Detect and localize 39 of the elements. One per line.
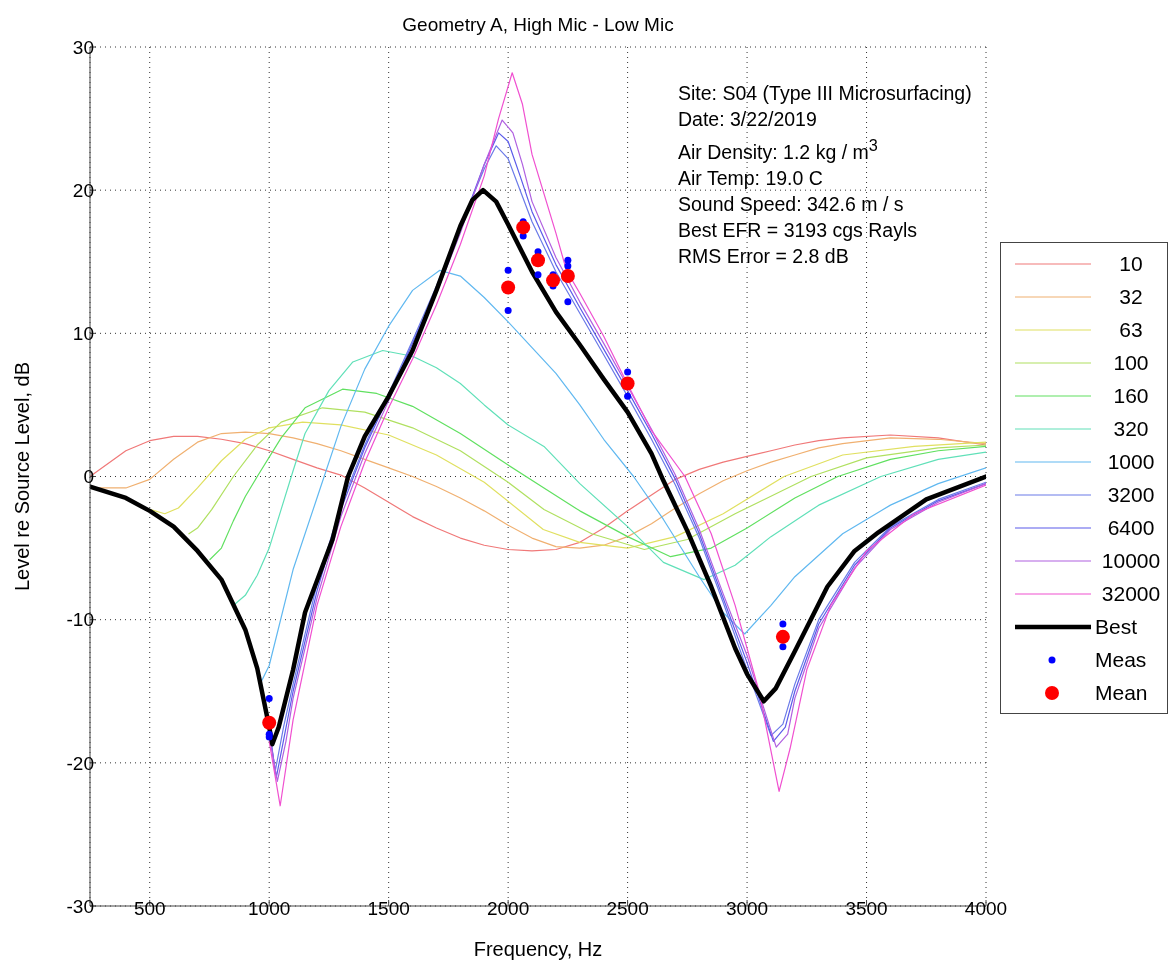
y-tick-label: -10 [66, 609, 94, 631]
legend-label: 10 [1118, 251, 1144, 276]
y-tick-label: 20 [72, 179, 94, 201]
annotation: Site: S04 (Type III Microsurfacing) [678, 81, 972, 106]
legend-label: Meas [1094, 647, 1148, 672]
chart-title: Geometry A, High Mic - Low Mic [401, 14, 675, 36]
x-tick-label: 500 [133, 898, 166, 920]
x-tick-label: 3500 [845, 898, 888, 920]
legend-label: 32 [1118, 284, 1144, 309]
x-tick-label: 1500 [367, 898, 410, 920]
legend-label: 6400 [1106, 515, 1156, 540]
legend-label: 3200 [1106, 482, 1156, 507]
y-axis-title: Level re Source Level, dB [11, 361, 34, 592]
legend-label: Best [1094, 614, 1139, 639]
x-tick-label: 2500 [606, 898, 649, 920]
x-tick-label: 4000 [964, 898, 1008, 920]
annotation: RMS Error = 2.8 dB [678, 243, 850, 269]
legend-label: 32000 [1100, 581, 1162, 606]
y-tick-label: 0 [83, 466, 94, 488]
legend-label: 160 [1112, 383, 1150, 408]
annotation: Date: 3/22/2019 [678, 107, 818, 132]
legend-label: 63 [1118, 317, 1144, 342]
x-tick-label: 1000 [248, 898, 291, 920]
legend-label: 1000 [1106, 449, 1156, 474]
annotation: Air Temp: 19.0 C [678, 165, 824, 191]
legend-label: 100 [1112, 350, 1150, 375]
y-tick-label: -20 [66, 752, 94, 774]
x-tick-label: 3000 [725, 898, 769, 920]
legend-label: 10000 [1100, 548, 1162, 573]
y-tick-label: 30 [72, 36, 94, 58]
y-tick-label: 10 [72, 323, 94, 345]
x-tick-label: 2000 [486, 898, 530, 920]
x-axis-title: Frequency, Hz [473, 938, 603, 960]
legend-label: Mean [1094, 680, 1149, 705]
y-tick-label: -30 [66, 895, 94, 917]
annotation: Best EFR = 3193 cgs Rayls [678, 217, 918, 243]
legend-label: 320 [1112, 416, 1150, 441]
annotation: Air Density: 1.2 kg / m$^{3}$ [678, 135, 879, 165]
annotation: Sound Speed: 342.6 m / s [678, 191, 905, 217]
